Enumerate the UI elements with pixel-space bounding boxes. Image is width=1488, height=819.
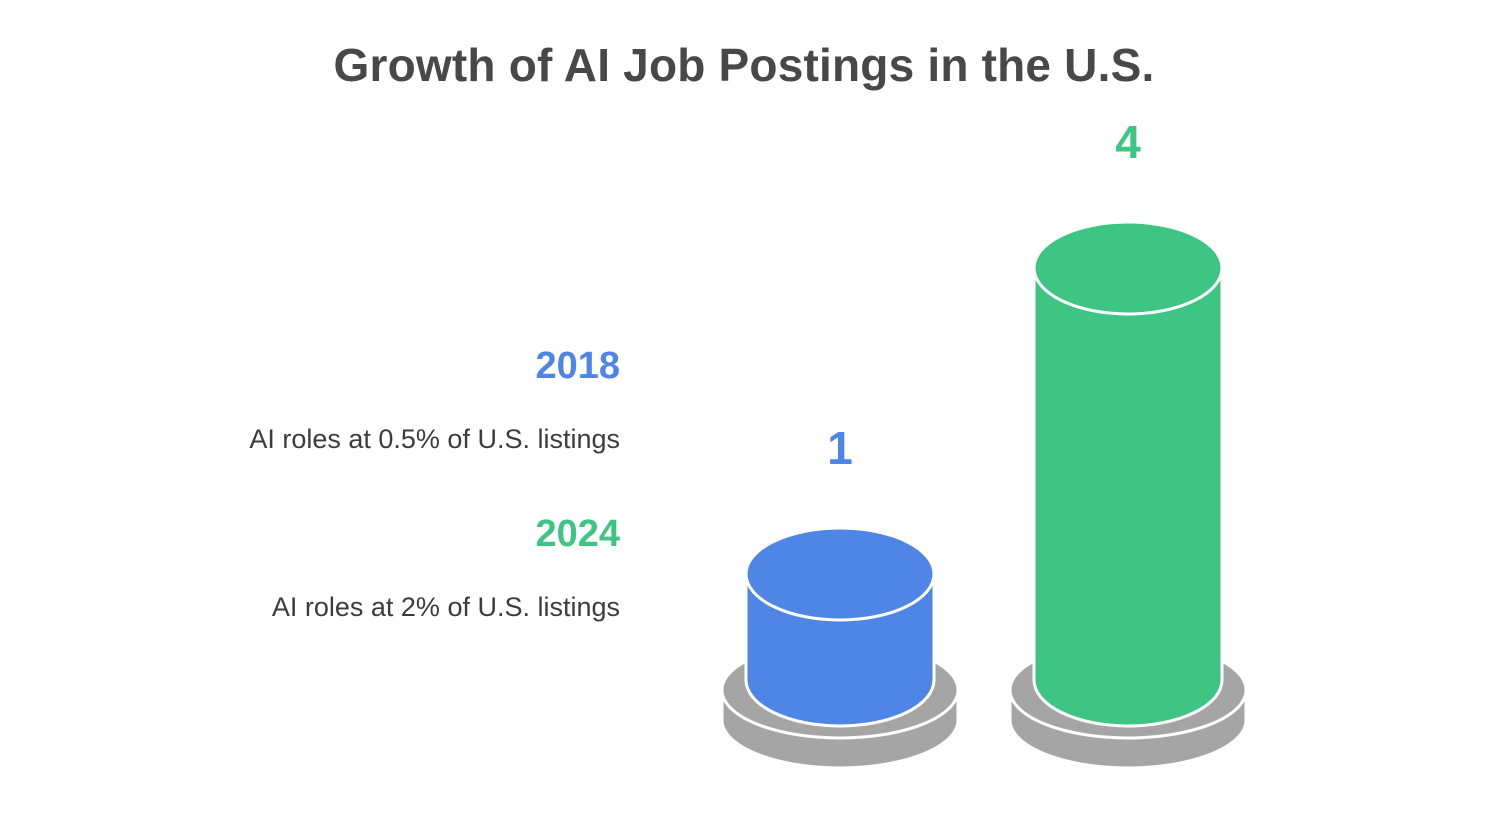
bar-top-2018 bbox=[744, 526, 936, 622]
value-label-2024: 4 bbox=[1115, 116, 1141, 168]
legend-description-2018: AI roles at 0.5% of U.S. listings bbox=[249, 424, 620, 454]
legend-description-2024: AI roles at 2% of U.S. listings bbox=[271, 592, 620, 622]
legend-year-2024: 2024 bbox=[535, 513, 620, 555]
chart-title: Growth of AI Job Postings in the U.S. bbox=[333, 39, 1155, 91]
bar-2024 bbox=[1032, 266, 1224, 728]
value-label-2018: 1 bbox=[827, 422, 853, 474]
bar-top-2024 bbox=[1032, 220, 1224, 316]
legend-year-2018: 2018 bbox=[535, 345, 620, 387]
